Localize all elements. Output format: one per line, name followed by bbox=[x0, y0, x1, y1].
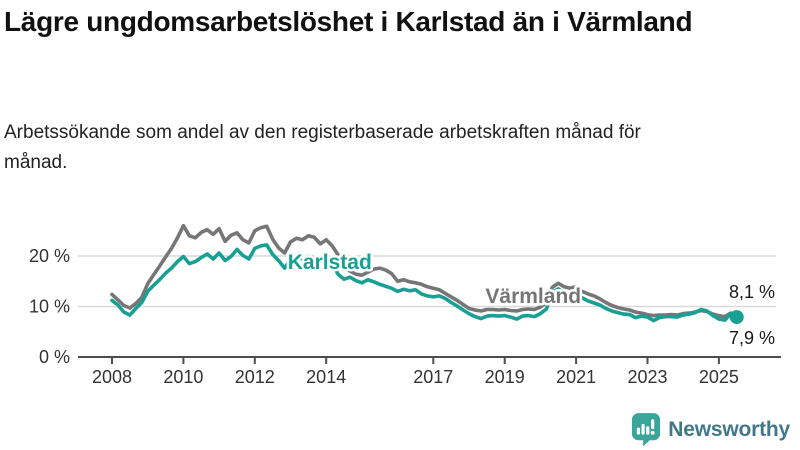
newsworthy-logo: Newsworthy bbox=[631, 412, 790, 447]
x-tick-label: 2010 bbox=[163, 367, 203, 387]
page-title: Lägre ungdomsarbetslöshet i Karlstad än … bbox=[4, 6, 693, 37]
x-tick-label: 2021 bbox=[556, 367, 596, 387]
newsworthy-logo-text: Newsworthy bbox=[668, 417, 790, 441]
x-tick-label: 2017 bbox=[413, 367, 453, 387]
y-tick-label: 20 % bbox=[29, 246, 70, 266]
x-tick-label: 2014 bbox=[306, 367, 346, 387]
series-end-dot bbox=[729, 310, 744, 325]
end-value-label: 7,9 % bbox=[729, 328, 775, 348]
x-tick-label: 2023 bbox=[627, 367, 667, 387]
y-tick-label: 0 % bbox=[39, 347, 70, 367]
x-tick-label: 2012 bbox=[235, 367, 275, 387]
logo-bubble-shape bbox=[632, 413, 661, 447]
series-label-karlstad: Karlstad bbox=[288, 251, 372, 274]
series-label-värmland: Värmland bbox=[485, 285, 581, 308]
newsworthy-logo-icon bbox=[632, 413, 661, 447]
unemployment-line-chart: 2008 2010 2012 2014 2017 2019 2021 2023 2025 0 % 1… bbox=[29, 223, 781, 387]
series-line-karlstad bbox=[110, 243, 739, 323]
logo-barchart-icon bbox=[637, 419, 655, 435]
series-line-värmland bbox=[110, 223, 739, 319]
chart-subtitle: Arbetssökande som andel av den registerb… bbox=[4, 122, 641, 174]
y-tick-label: 10 % bbox=[29, 297, 70, 317]
x-tick-label: 2008 bbox=[92, 367, 132, 387]
x-tick-label: 2019 bbox=[485, 367, 525, 387]
end-value-label: 8,1 % bbox=[729, 282, 775, 302]
x-tick-label: 2025 bbox=[699, 367, 739, 387]
